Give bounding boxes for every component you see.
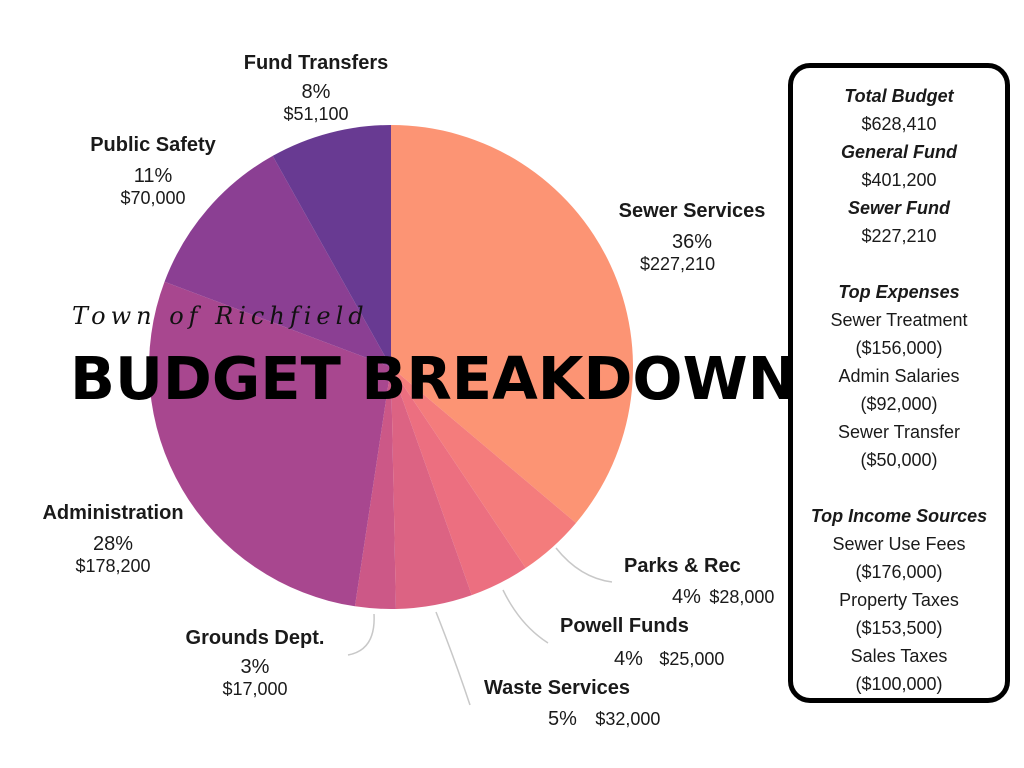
chart-title: BUDGET BREAKDOWN xyxy=(70,344,798,413)
pie-slice-public-safety xyxy=(164,155,391,367)
slice-category: Powell Funds xyxy=(560,615,689,637)
slice-value: $25,000 xyxy=(659,649,725,669)
slice-label-parks-rec: Parks & Rec xyxy=(620,555,760,578)
leader-line-waste-services xyxy=(435,611,471,706)
sidebar-value: $401,200 xyxy=(861,170,937,190)
sidebar-value: ($92,000) xyxy=(860,394,938,414)
sidebar-value: Sewer Use Fees xyxy=(832,534,966,554)
slice-value: $51,100 xyxy=(283,104,349,124)
sidebar-value: Admin Salaries xyxy=(838,366,960,386)
slice-percent: 3% xyxy=(240,656,270,678)
sidebar-heading: Total Budget xyxy=(844,86,954,106)
sidebar-value: ($176,000) xyxy=(855,562,943,582)
slice-label-waste-services: Waste Services xyxy=(484,677,654,700)
slice-percent-value-parks-rec: 4% $28,000 xyxy=(672,586,774,609)
sidebar-value: ($100,000) xyxy=(855,674,943,694)
slice-percent-value-waste-services: 5% $32,000 xyxy=(548,708,660,731)
pie-slice-parks-rec xyxy=(391,367,576,569)
slice-percent: 28% xyxy=(92,533,134,555)
sidebar-value: $628,410 xyxy=(861,114,937,134)
sidebar-value: Sewer Treatment xyxy=(830,310,968,330)
slice-percent: 5% xyxy=(548,708,577,730)
slice-category: Public Safety xyxy=(90,134,216,156)
slice-label-administration: Administration 28% $178,200 xyxy=(30,502,196,577)
slice-label-sewer-services: Sewer Services 36% $227,210 xyxy=(606,200,778,275)
leader-line-parks-rec xyxy=(555,547,613,583)
slice-value: $28,000 xyxy=(709,587,775,607)
slice-category: Administration xyxy=(42,502,184,524)
pie-slice-fund-transfers xyxy=(272,125,391,367)
slice-category: Waste Services xyxy=(484,677,631,699)
slice-percent: 4% xyxy=(614,648,643,670)
slice-value: $70,000 xyxy=(120,188,186,208)
slice-category: Sewer Services xyxy=(618,200,766,222)
slice-label-fund-transfers: Fund Transfers 8% $51,100 xyxy=(230,52,402,125)
sidebar-value: ($50,000) xyxy=(860,450,938,470)
sidebar-value: ($156,000) xyxy=(855,338,943,358)
slice-percent: 8% xyxy=(301,81,331,103)
slice-value: $32,000 xyxy=(595,709,661,729)
slice-value: $17,000 xyxy=(222,679,288,699)
slice-value: $178,200 xyxy=(75,556,151,576)
pie-slice-powell-funds xyxy=(391,367,526,596)
pie-slice-administration xyxy=(148,281,391,607)
pie-slice-grounds-dept xyxy=(354,367,396,609)
sidebar-value: Sewer Transfer xyxy=(837,422,961,442)
leader-line-powell-funds xyxy=(502,589,549,644)
slice-category: Fund Transfers xyxy=(243,52,389,74)
slice-percent: 11% xyxy=(133,165,173,187)
slice-percent: 36% xyxy=(671,231,713,253)
sidebar-spacer xyxy=(793,250,1005,278)
sidebar-value: $227,210 xyxy=(861,226,937,246)
slice-category: Grounds Dept. xyxy=(185,627,325,649)
slice-label-public-safety: Public Safety 11% $70,000 xyxy=(78,134,228,209)
slice-percent-value-powell-funds: 4% $25,000 xyxy=(614,648,724,671)
slice-category: Parks & Rec xyxy=(624,555,741,577)
chart-subtitle: Town of Richfield xyxy=(72,302,369,330)
sidebar-heading: Top Expenses xyxy=(838,282,960,302)
slice-value: $227,210 xyxy=(640,254,716,274)
slice-label-grounds-dept: Grounds Dept. 3% $17,000 xyxy=(172,627,338,700)
slice-label-powell-funds: Powell Funds xyxy=(560,615,710,638)
sidebar-heading: Sewer Fund xyxy=(847,198,950,218)
sidebar-heading: Top Income Sources xyxy=(810,506,988,526)
pie-slice-sewer-services xyxy=(391,125,633,524)
leader-line-grounds-dept xyxy=(347,613,375,656)
sidebar-value: ($153,500) xyxy=(855,618,943,638)
slice-percent: 4% xyxy=(672,586,701,608)
sidebar-heading: General Fund xyxy=(840,142,957,162)
pie-slice-waste-services xyxy=(391,367,472,609)
sidebar-spacer xyxy=(793,474,1005,502)
budget-summary-panel: Total Budget $628,410 General Fund $401,200… xyxy=(788,63,1010,703)
sidebar-value: Sales Taxes xyxy=(850,646,948,666)
sidebar-value: Property Taxes xyxy=(839,590,959,610)
